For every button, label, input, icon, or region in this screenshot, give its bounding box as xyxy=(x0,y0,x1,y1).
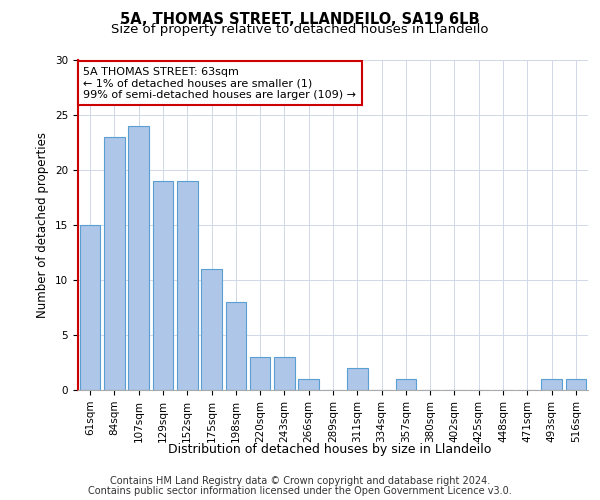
Bar xyxy=(250,357,271,390)
Bar xyxy=(128,126,149,390)
Bar xyxy=(395,379,416,390)
Text: Size of property relative to detached houses in Llandeilo: Size of property relative to detached ho… xyxy=(111,22,489,36)
Bar xyxy=(274,357,295,390)
Text: Contains HM Land Registry data © Crown copyright and database right 2024.: Contains HM Land Registry data © Crown c… xyxy=(110,476,490,486)
Bar xyxy=(566,379,586,390)
Bar xyxy=(541,379,562,390)
Bar xyxy=(104,137,125,390)
Y-axis label: Number of detached properties: Number of detached properties xyxy=(37,132,49,318)
Text: 5A, THOMAS STREET, LLANDEILO, SA19 6LB: 5A, THOMAS STREET, LLANDEILO, SA19 6LB xyxy=(120,12,480,28)
Bar xyxy=(152,181,173,390)
Bar xyxy=(298,379,319,390)
Text: Distribution of detached houses by size in Llandeilo: Distribution of detached houses by size … xyxy=(169,442,491,456)
Bar xyxy=(347,368,368,390)
Bar xyxy=(177,181,197,390)
Bar xyxy=(226,302,246,390)
Text: Contains public sector information licensed under the Open Government Licence v3: Contains public sector information licen… xyxy=(88,486,512,496)
Text: 5A THOMAS STREET: 63sqm
← 1% of detached houses are smaller (1)
99% of semi-deta: 5A THOMAS STREET: 63sqm ← 1% of detached… xyxy=(83,66,356,100)
Bar xyxy=(201,269,222,390)
Bar xyxy=(80,225,100,390)
